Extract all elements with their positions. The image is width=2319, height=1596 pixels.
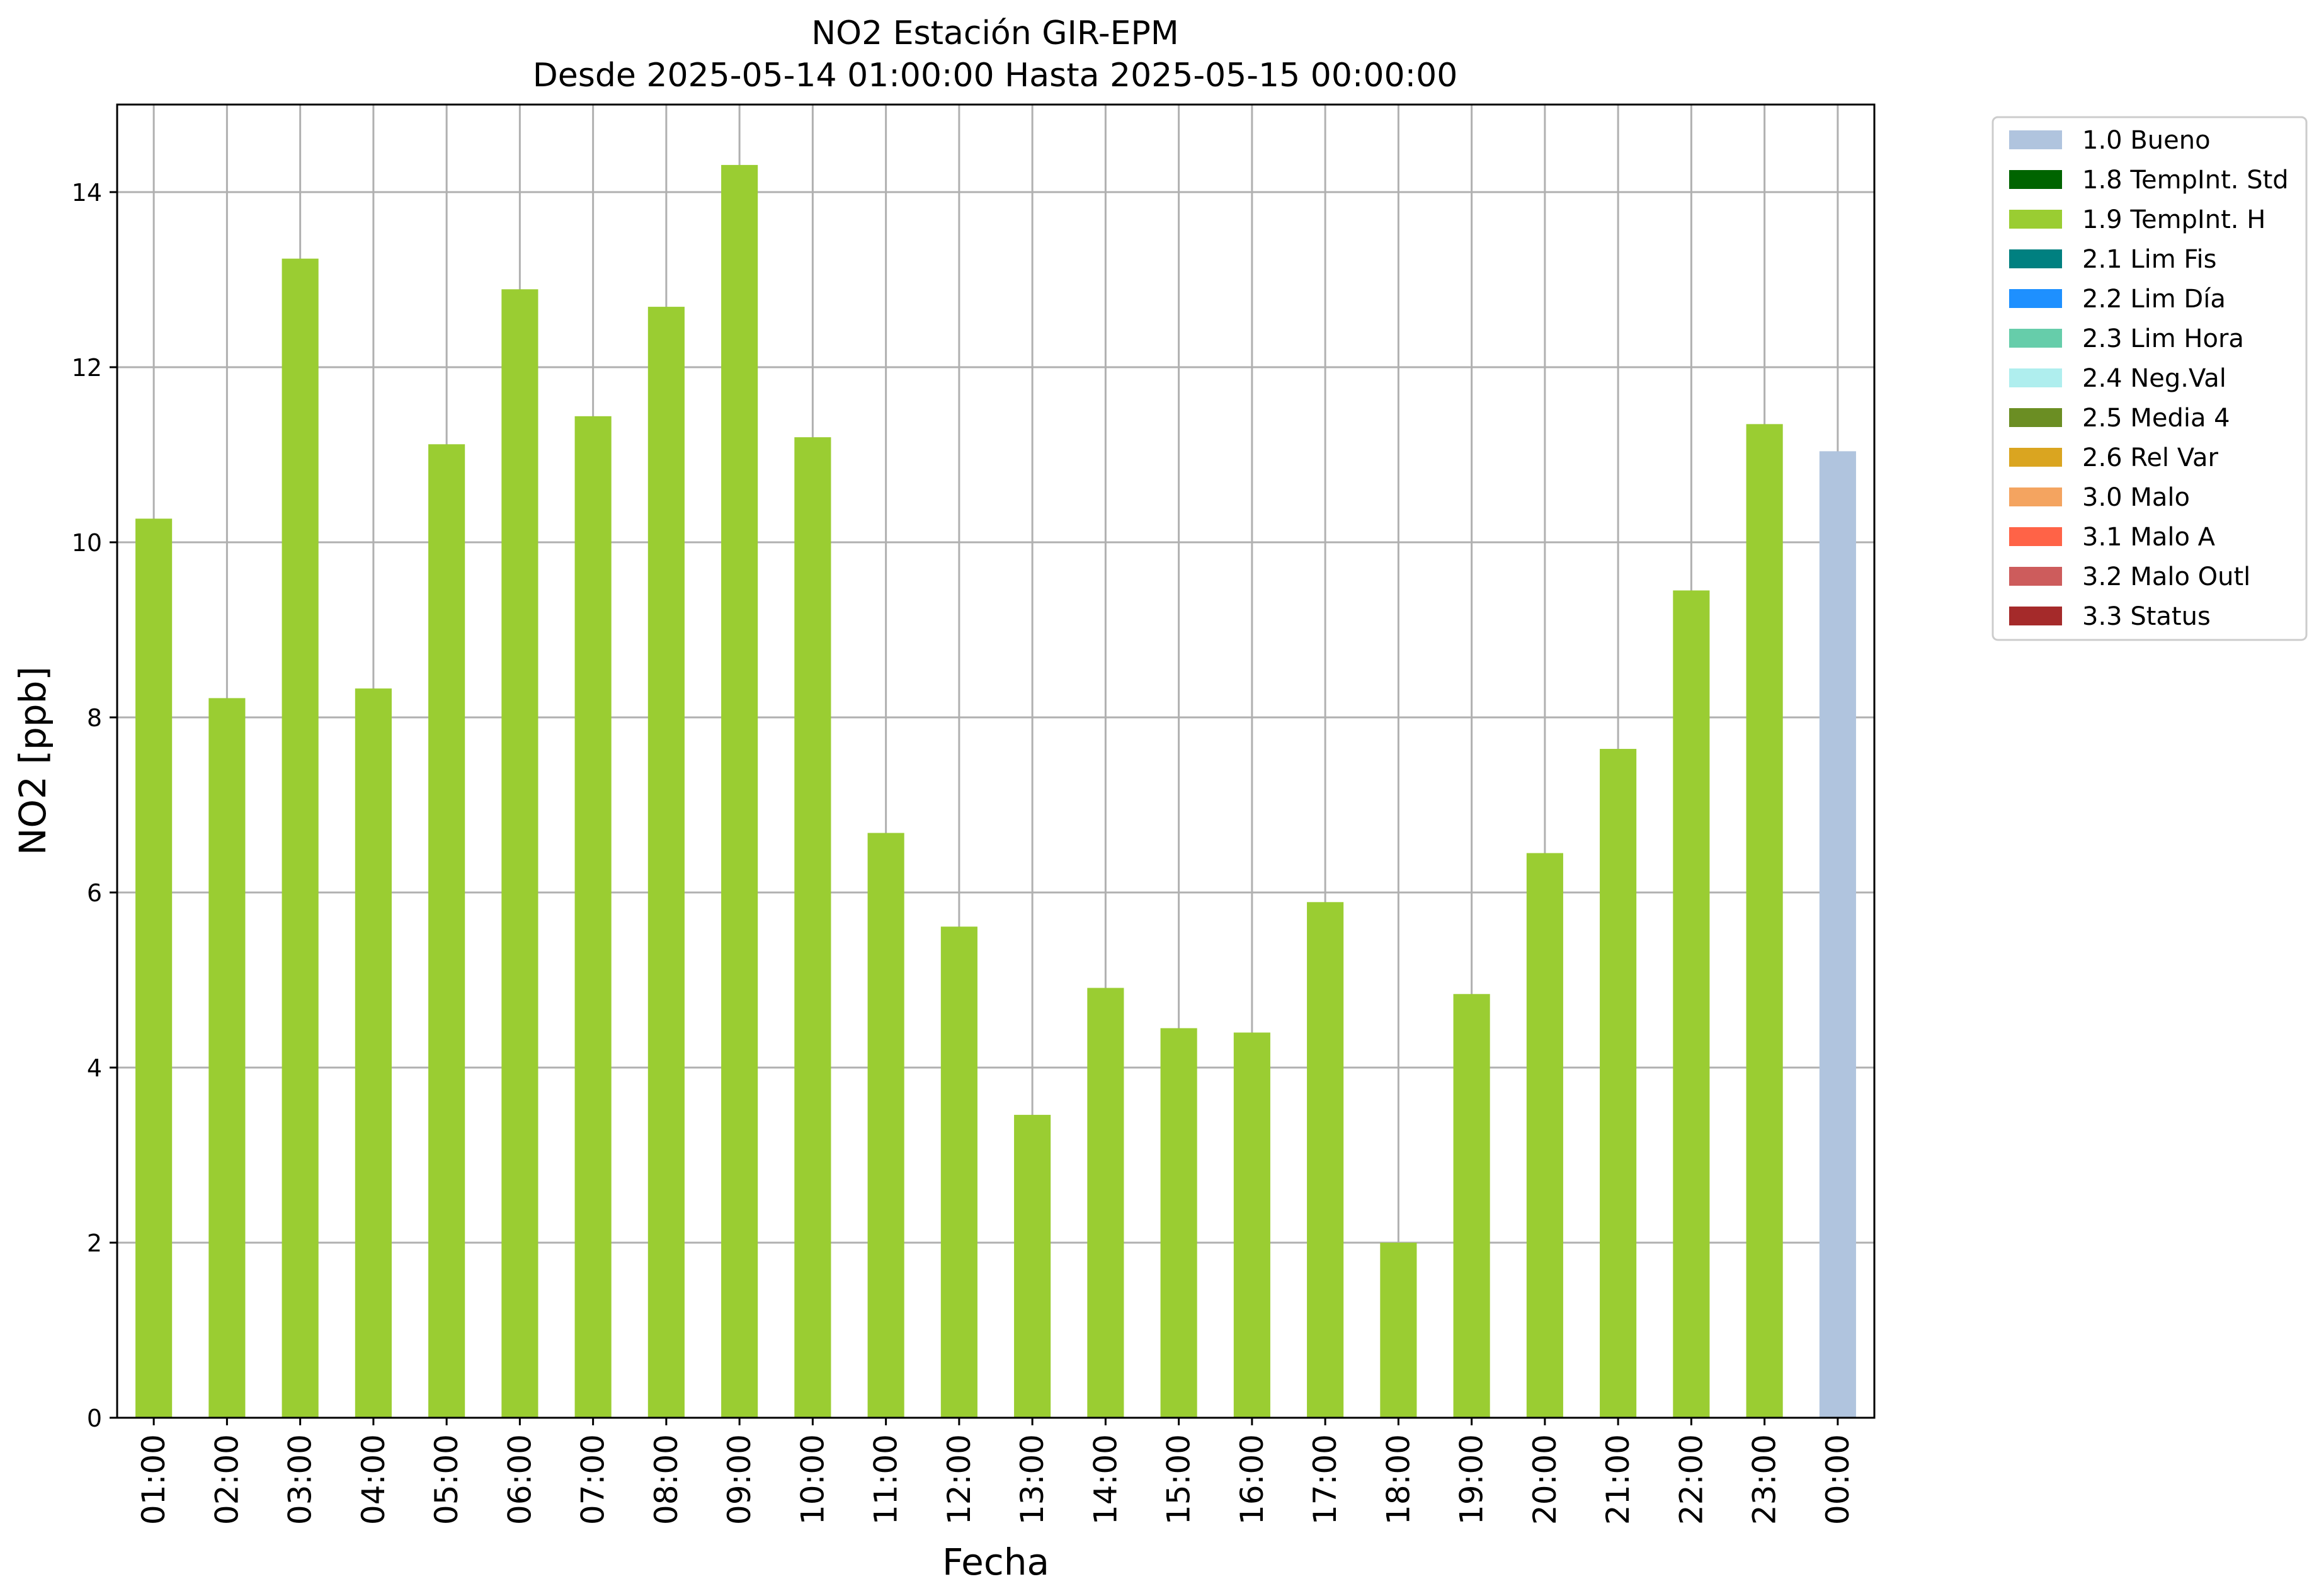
x-tick-label: 19:00 <box>1454 1434 1490 1525</box>
x-tick-label: 10:00 <box>794 1434 831 1525</box>
x-tick-label: 09:00 <box>721 1434 758 1525</box>
y-tick-label: 10 <box>72 529 102 557</box>
legend-items: 1.0 Bueno 1.8 TempInt. Std 1.9 TempInt. H 2… <box>2009 126 2289 631</box>
legend-label-3-0: 3.0 Malo <box>2082 483 2190 512</box>
x-tick-label: 01:00 <box>135 1434 172 1525</box>
bar-2200 <box>1673 590 1710 1418</box>
y-axis-label: NO2 [ppb] <box>11 666 54 855</box>
legend-swatch-3-1 <box>2009 527 2062 546</box>
legend-label-3-3: 3.3 Status <box>2082 602 2211 631</box>
legend-label-2-3: 2.3 Lim Hora <box>2082 324 2244 353</box>
x-tick-label: 15:00 <box>1161 1434 1197 1525</box>
y-tick-label: 14 <box>72 179 102 207</box>
x-tick-label: 14:00 <box>1087 1434 1124 1525</box>
bar-2300 <box>1746 424 1783 1418</box>
x-tick-label: 13:00 <box>1014 1434 1051 1525</box>
x-tick-label: 18:00 <box>1380 1434 1416 1525</box>
x-axis-label: Fecha <box>942 1541 1049 1583</box>
y-tick-label: 12 <box>72 354 102 382</box>
bar-0100 <box>135 518 173 1418</box>
bar-1600 <box>1233 1032 1270 1418</box>
y-tick-label: 6 <box>87 879 102 907</box>
x-tick-label: 11:00 <box>868 1434 904 1525</box>
legend: 1.0 Bueno 1.8 TempInt. Std 1.9 TempInt. H 2… <box>1991 116 2308 641</box>
legend-swatch-2-1 <box>2009 249 2062 268</box>
chart-title-line2: Desde 2025-05-14 01:00:00 Hasta 2025-05-… <box>533 57 1458 94</box>
bar-1900 <box>1453 994 1490 1418</box>
bar-1300 <box>1014 1115 1051 1418</box>
bar-0700 <box>574 416 612 1418</box>
x-tick-label: 07:00 <box>575 1434 612 1525</box>
legend-swatch-2-3 <box>2009 329 2062 348</box>
x-tick-label: 03:00 <box>282 1434 319 1525</box>
legend-label-2-6: 2.6 Rel Var <box>2082 443 2219 472</box>
legend-swatch-1-8 <box>2009 170 2062 189</box>
legend-swatch-3-0 <box>2009 487 2062 506</box>
x-tick-label: 17:00 <box>1307 1434 1343 1525</box>
legend-label-1-8: 1.8 TempInt. Std <box>2082 166 2289 195</box>
y-tick-label: 8 <box>87 704 102 732</box>
legend-swatch-2-2 <box>2009 289 2062 308</box>
bar-1100 <box>867 833 904 1418</box>
bar-0300 <box>282 258 319 1418</box>
x-tick-label: 22:00 <box>1673 1434 1709 1525</box>
x-tick-label: 16:00 <box>1234 1434 1270 1525</box>
legend-swatch-2-6 <box>2009 448 2062 467</box>
x-tick-label: 06:00 <box>501 1434 538 1525</box>
bar-0200 <box>208 698 246 1418</box>
bar-2000 <box>1526 853 1563 1418</box>
x-tick-label: 08:00 <box>648 1434 685 1525</box>
bar-1000 <box>794 437 831 1418</box>
x-tick-label: 21:00 <box>1600 1434 1636 1525</box>
legend-label-2-1: 2.1 Lim Fis <box>2082 245 2216 274</box>
legend-swatch-1-0 <box>2009 130 2062 149</box>
x-tick-label: 05:00 <box>428 1434 465 1525</box>
x-tick-label: 23:00 <box>1746 1434 1783 1525</box>
legend-swatch-2-4 <box>2009 368 2062 387</box>
plot-frame <box>116 103 1876 1419</box>
bar-1400 <box>1087 988 1124 1418</box>
bar-1500 <box>1160 1028 1197 1418</box>
y-tick-label: 2 <box>87 1229 102 1257</box>
legend-frame <box>1991 116 2308 641</box>
x-tick-label: 04:00 <box>355 1434 392 1525</box>
legend-label-1-9: 1.9 TempInt. H <box>2082 205 2265 234</box>
y-axis-ticks: 0 2 4 6 8 10 12 14 <box>72 179 117 1432</box>
bar-1700 <box>1307 902 1344 1418</box>
bar-0900 <box>721 164 758 1418</box>
bar-0800 <box>647 307 685 1418</box>
x-axis-ticks: 01:00 02:00 03:00 04:00 05:00 06:00 07:00 08:00… <box>135 1418 1856 1525</box>
legend-label-2-5: 2.5 Media 4 <box>2082 404 2230 433</box>
legend-swatch-3-3 <box>2009 607 2062 625</box>
bar-0600 <box>501 289 538 1418</box>
bar-0500 <box>428 444 465 1418</box>
bar-1200 <box>940 926 977 1418</box>
bar-0400 <box>355 688 392 1418</box>
x-tick-label: 00:00 <box>1820 1434 1856 1525</box>
bar-2100 <box>1600 749 1637 1418</box>
x-tick-label: 12:00 <box>941 1434 977 1525</box>
y-tick-label: 0 <box>87 1405 102 1432</box>
chart-title-line1: NO2 Estación GIR-EPM <box>811 14 1178 52</box>
legend-swatch-1-9 <box>2009 210 2062 229</box>
bars <box>135 164 1856 1418</box>
legend-swatch-2-5 <box>2009 408 2062 427</box>
legend-label-3-1: 3.1 Malo A <box>2082 523 2216 552</box>
legend-label-3-2: 3.2 Malo Outl <box>2082 562 2250 591</box>
x-tick-label: 02:00 <box>208 1434 245 1525</box>
legend-label-2-2: 2.2 Lim Día <box>2082 285 2226 314</box>
legend-label-2-4: 2.4 Neg.Val <box>2082 364 2226 393</box>
y-tick-label: 4 <box>87 1054 102 1082</box>
bar-0000 <box>1819 451 1856 1418</box>
legend-swatch-3-2 <box>2009 567 2062 586</box>
legend-label-1-0: 1.0 Bueno <box>2082 126 2211 155</box>
x-tick-label: 20:00 <box>1527 1434 1563 1525</box>
bar-1800 <box>1380 1243 1417 1418</box>
